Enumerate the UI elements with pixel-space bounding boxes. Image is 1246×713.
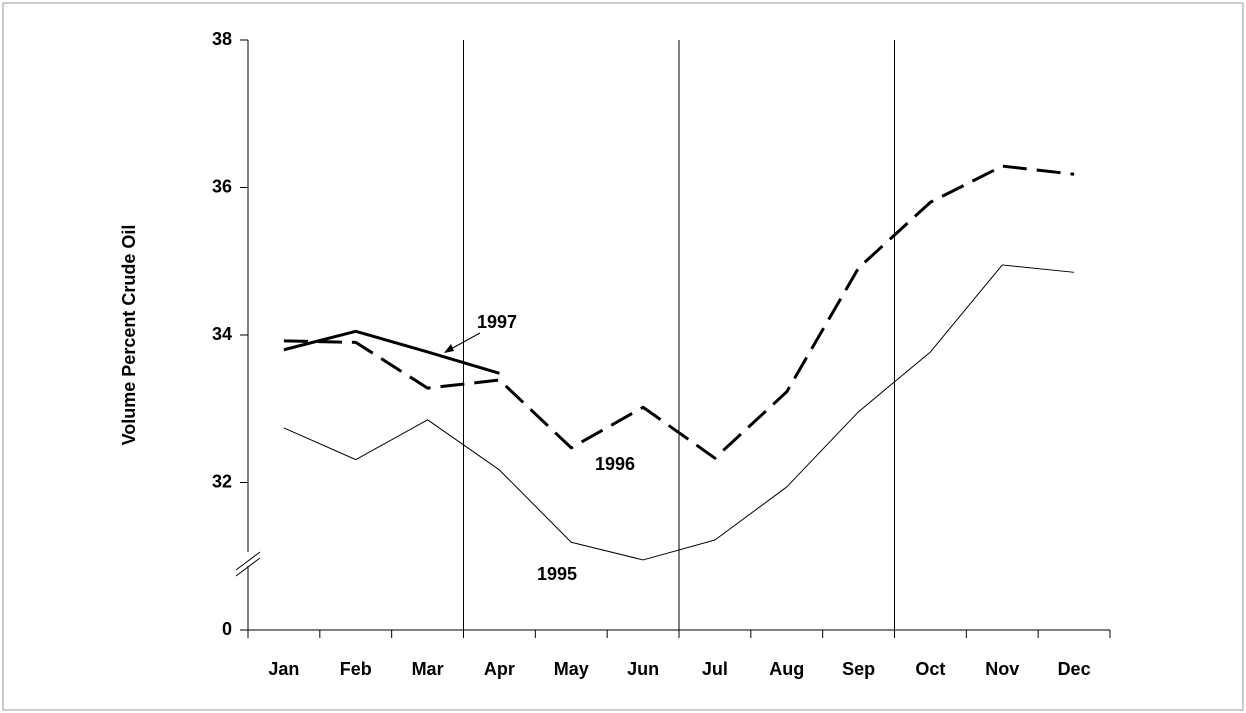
x-tick-label: Aug — [769, 659, 804, 679]
axis-break — [235, 551, 261, 571]
y-tick-label: 38 — [212, 29, 232, 49]
x-tick-label: Dec — [1058, 659, 1091, 679]
axis-break-gap — [238, 552, 258, 566]
x-tick-label: Jan — [268, 659, 299, 679]
x-tick-label: May — [554, 659, 589, 679]
y-tick-label: 36 — [212, 176, 232, 196]
x-tick-label: Jun — [627, 659, 659, 679]
series-line — [283, 264, 1075, 561]
x-tick-label: Sep — [842, 659, 875, 679]
x-tick-label: Apr — [484, 659, 515, 679]
y-tick-label: 32 — [212, 471, 232, 491]
y-tick-label: 0 — [222, 619, 232, 639]
x-tick-label: Nov — [985, 659, 1019, 679]
series-label: 1996 — [595, 454, 635, 474]
x-tick-label: Mar — [412, 659, 444, 679]
y-axis-title: Volume Percent Crude Oil — [119, 225, 139, 446]
series-line — [283, 329, 500, 375]
x-tick-label: Jul — [702, 659, 728, 679]
x-tick-label: Feb — [340, 659, 372, 679]
series-label: 1995 — [537, 564, 577, 584]
arrow-head — [444, 344, 454, 353]
y-tick-label: 34 — [212, 324, 232, 344]
axis-break — [235, 557, 261, 577]
x-tick-label: Oct — [915, 659, 945, 679]
series-label: 1997 — [477, 312, 517, 332]
series-line — [283, 164, 1075, 460]
annotation-arrow — [448, 332, 481, 351]
